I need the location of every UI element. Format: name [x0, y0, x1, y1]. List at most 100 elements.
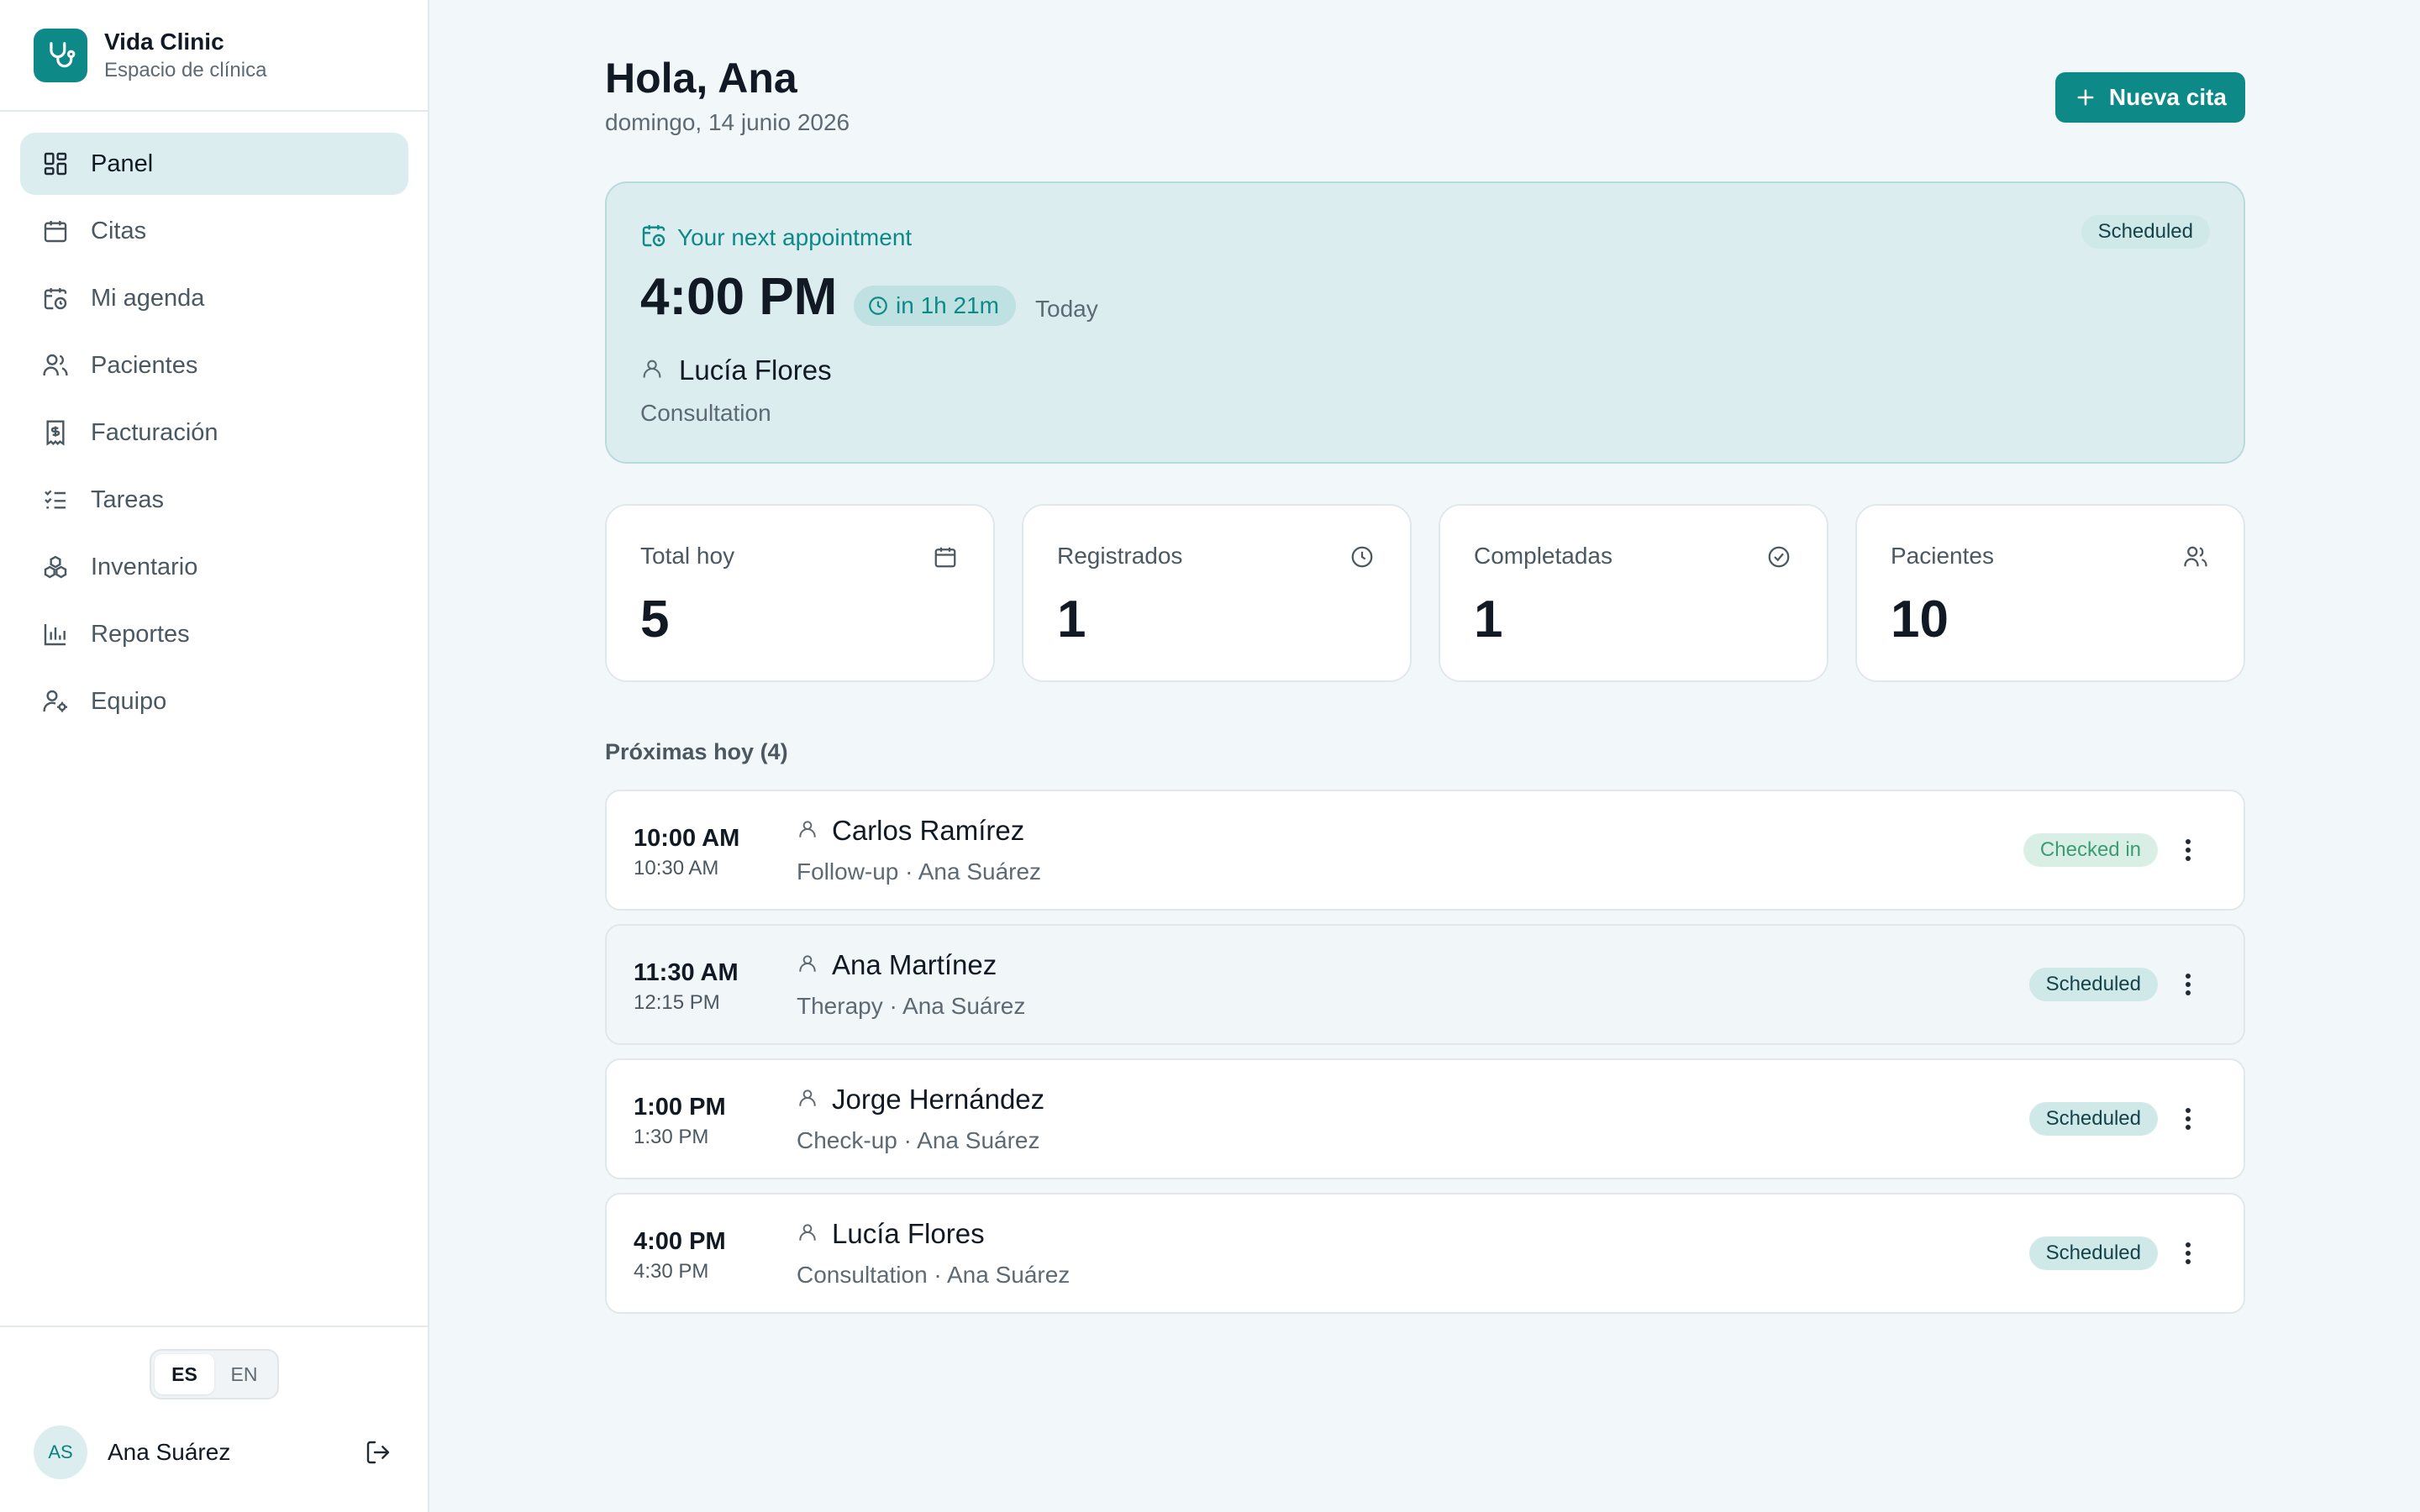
- patient-name: Lucía Flores: [679, 354, 832, 386]
- new-appointment-label: Nueva cita: [2108, 84, 2227, 110]
- sidebar-item-label: Mi agenda: [91, 284, 205, 312]
- appointment-patient: Carlos Ramírez: [797, 815, 1024, 847]
- stat-value: 1: [1474, 591, 1503, 648]
- stat-card-registrados: Registrados 1: [1022, 504, 1412, 682]
- plus-icon: [2074, 86, 2097, 109]
- status-badge: Scheduled: [2028, 1236, 2158, 1270]
- patient-name: Ana Martínez: [832, 949, 997, 980]
- stat-card-total-hoy: Total hoy 5: [605, 504, 995, 682]
- stat-label: Total hoy: [640, 543, 735, 569]
- status-badge: Checked in: [2023, 833, 2158, 867]
- language-option-es[interactable]: ES: [155, 1354, 214, 1394]
- user-icon: [797, 818, 818, 844]
- list-item[interactable]: 10:00 AM 10:30 AM Carlos Ramírez Follow-…: [605, 790, 2245, 911]
- appointment-detail: Check-up · Ana Suárez: [797, 1127, 1040, 1153]
- sidebar-nav: Panel Citas Mi agenda Pacientes: [20, 133, 408, 738]
- list-item[interactable]: 4:00 PM 4:30 PM Lucía Flores Consultatio…: [605, 1193, 2245, 1314]
- appointment-end-time: 10:30 AM: [634, 857, 719, 879]
- brand[interactable]: Vida Clinic Espacio de clínica: [0, 0, 428, 112]
- sidebar-item-mi-agenda[interactable]: Mi agenda: [20, 267, 408, 329]
- stats-row: Total hoy 5 Registrados 1 Completadas 1: [605, 504, 2245, 682]
- next-appointment-label: Your next appointment: [677, 223, 913, 250]
- appointment-end-time: 12:15 PM: [634, 991, 720, 1014]
- sidebar-item-label: Pacientes: [91, 351, 198, 379]
- sidebar: Vida Clinic Espacio de clínica Panel Cit…: [0, 0, 429, 1512]
- sidebar-item-label: Reportes: [91, 620, 190, 648]
- sidebar-footer: ES EN AS Ana Suárez: [0, 1326, 428, 1512]
- boxes-icon: [40, 552, 71, 582]
- stat-label: Completadas: [1474, 543, 1612, 569]
- calendar-clock-icon: [40, 283, 71, 313]
- bar-chart-icon: [40, 619, 71, 649]
- appointment-detail: Therapy · Ana Suárez: [797, 993, 1026, 1019]
- next-appointment-day: Today: [1035, 296, 1098, 322]
- next-appointment-time: 4:00 PM: [640, 268, 838, 326]
- sidebar-item-label: Inventario: [91, 553, 198, 580]
- receipt-icon: [40, 417, 71, 448]
- appointment-start-time: 10:00 AM: [634, 825, 740, 852]
- appointment-patient: Jorge Hernández: [797, 1084, 1044, 1116]
- appointment-detail: Follow-up · Ana Suárez: [797, 858, 1042, 885]
- next-appointment-header: Your next appointment: [640, 222, 912, 253]
- stat-card-pacientes: Pacientes 10: [1855, 504, 2245, 682]
- sidebar-item-label: Facturación: [91, 418, 218, 446]
- current-date: domingo, 14 junio 2026: [605, 109, 850, 135]
- sidebar-item-equipo[interactable]: Equipo: [20, 670, 408, 732]
- users-icon: [40, 350, 71, 381]
- sidebar-item-facturacion[interactable]: Facturación: [20, 402, 408, 464]
- calendar-icon: [931, 543, 960, 571]
- next-appointment-card[interactable]: Your next appointment Scheduled 4:00 PM …: [605, 181, 2245, 464]
- countdown-text: in 1h 21m: [896, 292, 999, 318]
- stat-label: Pacientes: [1891, 543, 1994, 569]
- list-item[interactable]: 11:30 AM 12:15 PM Ana Martínez Therapy ·…: [605, 924, 2245, 1045]
- users-icon: [2181, 543, 2210, 571]
- status-badge: Scheduled: [2028, 968, 2158, 1001]
- appointment-patient: Lucía Flores: [797, 1218, 985, 1250]
- user-icon: [797, 1221, 818, 1247]
- sidebar-item-pacientes[interactable]: Pacientes: [20, 334, 408, 396]
- more-options-icon[interactable]: [2178, 1102, 2198, 1136]
- logout-icon[interactable]: [361, 1436, 395, 1469]
- list-checks-icon: [40, 485, 71, 515]
- clock-icon: [867, 295, 889, 317]
- patient-name: Carlos Ramírez: [832, 815, 1025, 846]
- sidebar-item-label: Panel: [91, 150, 154, 177]
- sidebar-item-label: Citas: [91, 217, 147, 244]
- sidebar-item-reportes[interactable]: Reportes: [20, 603, 408, 665]
- user-icon: [797, 953, 818, 979]
- sidebar-item-tareas[interactable]: Tareas: [20, 469, 408, 531]
- sidebar-item-inventario[interactable]: Inventario: [20, 536, 408, 598]
- sidebar-item-citas[interactable]: Citas: [20, 200, 408, 262]
- sidebar-item-label: Tareas: [91, 486, 165, 513]
- appointment-detail: Consultation · Ana Suárez: [797, 1262, 1071, 1288]
- user-icon: [797, 1087, 818, 1113]
- more-options-icon[interactable]: [2178, 968, 2198, 1001]
- upcoming-section-title: Próximas hoy (4): [605, 739, 788, 764]
- brand-name: Vida Clinic: [104, 28, 224, 55]
- language-option-en[interactable]: EN: [230, 1362, 258, 1385]
- more-options-icon[interactable]: [2178, 833, 2198, 867]
- brand-subtitle: Espacio de clínica: [104, 58, 267, 81]
- more-options-icon[interactable]: [2178, 1236, 2198, 1270]
- current-user: AS Ana Suárez: [34, 1425, 395, 1480]
- list-item[interactable]: 1:00 PM 1:30 PM Jorge Hernández Check-up…: [605, 1058, 2245, 1179]
- page-title: Hola, Ana: [605, 55, 797, 102]
- check-circle-icon: [1765, 543, 1793, 571]
- calendar-clock-icon: [640, 222, 667, 253]
- stat-value: 5: [640, 591, 670, 648]
- calendar-icon: [40, 216, 71, 246]
- sidebar-item-panel[interactable]: Panel: [20, 133, 408, 195]
- avatar: AS: [34, 1425, 87, 1479]
- stat-label: Registrados: [1057, 543, 1183, 569]
- stat-card-completadas: Completadas 1: [1439, 504, 1828, 682]
- language-toggle: ES EN: [150, 1349, 279, 1399]
- new-appointment-button[interactable]: Nueva cita: [2054, 72, 2245, 123]
- patient-name: Jorge Hernández: [832, 1084, 1045, 1115]
- appointment-end-time: 4:30 PM: [634, 1260, 709, 1283]
- appointment-start-time: 11:30 AM: [634, 959, 739, 986]
- status-badge: Scheduled: [2081, 215, 2210, 249]
- user-icon: [640, 357, 664, 385]
- user-name: Ana Suárez: [108, 1439, 231, 1465]
- appointment-type: Consultation: [640, 400, 771, 426]
